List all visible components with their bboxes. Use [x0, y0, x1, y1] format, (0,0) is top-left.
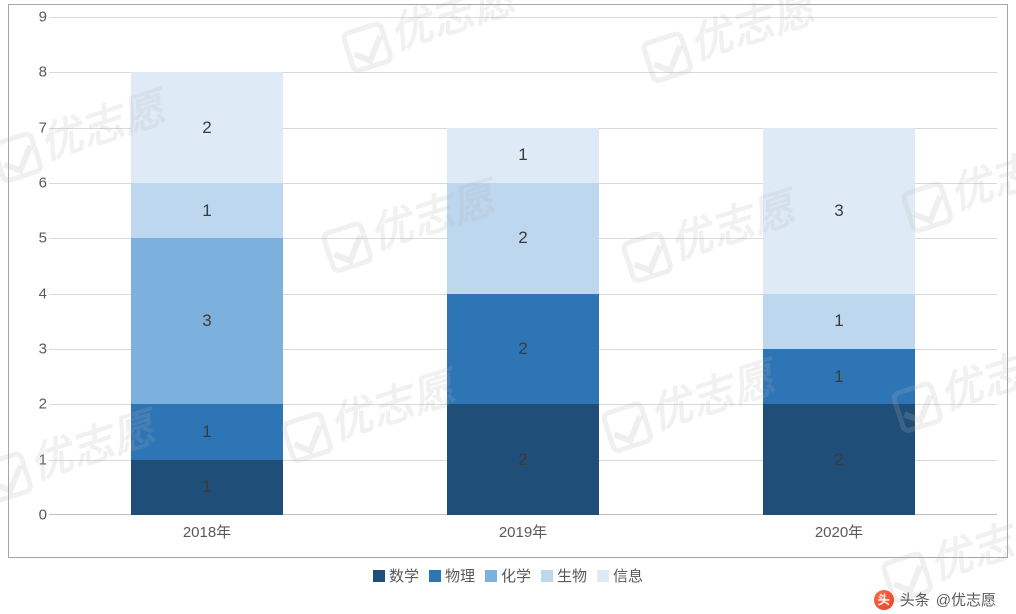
bar-segment: 3	[763, 128, 915, 294]
legend-item: 数学	[373, 565, 419, 586]
legend-swatch-icon	[541, 570, 553, 582]
gridline	[49, 17, 997, 18]
legend-label: 物理	[445, 565, 475, 586]
attribution: 头 头条 @优志愿	[874, 589, 996, 610]
bar-value-label: 3	[834, 201, 843, 221]
bar-segment: 2	[447, 183, 599, 294]
x-tick-label: 2020年	[681, 521, 997, 542]
bar-value-label: 2	[202, 118, 211, 138]
legend-label: 数学	[389, 565, 419, 586]
y-tick-label: 6	[17, 175, 47, 192]
bar-value-label: 1	[202, 477, 211, 497]
toutiao-logo-icon: 头	[874, 590, 894, 610]
y-tick-label: 3	[17, 341, 47, 358]
x-tick-label: 2018年	[49, 521, 365, 542]
attribution-prefix: 头条	[900, 589, 930, 610]
bar-value-label: 1	[834, 367, 843, 387]
bar-segment: 1	[131, 460, 283, 515]
bar-segment: 2	[447, 294, 599, 405]
bar-value-label: 1	[518, 145, 527, 165]
y-tick-label: 2	[17, 396, 47, 413]
y-tick-label: 1	[17, 451, 47, 468]
bar-segment: 1	[131, 404, 283, 459]
legend: 数学 物理 化学 生物 信息	[9, 565, 1007, 586]
chart-frame: 1131222212113 数学物理化学生物信息 01234567892018年…	[8, 4, 1008, 558]
bar-segment: 1	[131, 183, 283, 238]
bar-value-label: 1	[202, 201, 211, 221]
legend-swatch-icon	[373, 570, 385, 582]
legend-swatch-icon	[485, 570, 497, 582]
legend-item: 物理	[429, 565, 475, 586]
bar-segment: 2	[763, 404, 915, 515]
bar-value-label: 2	[834, 450, 843, 470]
legend-item: 信息	[597, 565, 643, 586]
bar-value-label: 2	[518, 339, 527, 359]
legend-item: 生物	[541, 565, 587, 586]
bar-segment: 2	[447, 404, 599, 515]
bar-group: 2 2 2 1	[447, 128, 599, 515]
bar-value-label: 1	[834, 311, 843, 331]
legend-item: 化学	[485, 565, 531, 586]
y-tick-label: 9	[17, 9, 47, 26]
bar-segment: 1	[763, 294, 915, 349]
x-tick-label: 2019年	[365, 521, 681, 542]
legend-swatch-icon	[597, 570, 609, 582]
bar-value-label: 1	[202, 422, 211, 442]
y-tick-label: 8	[17, 64, 47, 81]
bar-segment: 1	[447, 128, 599, 183]
attribution-handle: @优志愿	[936, 589, 996, 610]
bar-group: 2 1 1 3	[763, 128, 915, 515]
legend-label: 生物	[557, 565, 587, 586]
plot-area: 1 1 3 1 2 2 2 2 1 2 1 1 3	[49, 17, 997, 515]
y-tick-label: 5	[17, 230, 47, 247]
bar-value-label: 2	[518, 228, 527, 248]
bar-group: 1 1 3 1 2	[131, 72, 283, 515]
bar-segment: 2	[131, 72, 283, 183]
bar-segment: 3	[131, 238, 283, 404]
legend-label: 信息	[613, 565, 643, 586]
y-tick-label: 7	[17, 119, 47, 136]
legend-swatch-icon	[429, 570, 441, 582]
y-tick-label: 0	[17, 507, 47, 524]
y-tick-label: 4	[17, 285, 47, 302]
bar-value-label: 2	[518, 450, 527, 470]
bar-segment: 1	[763, 349, 915, 404]
legend-label: 化学	[501, 565, 531, 586]
bar-value-label: 3	[202, 311, 211, 331]
